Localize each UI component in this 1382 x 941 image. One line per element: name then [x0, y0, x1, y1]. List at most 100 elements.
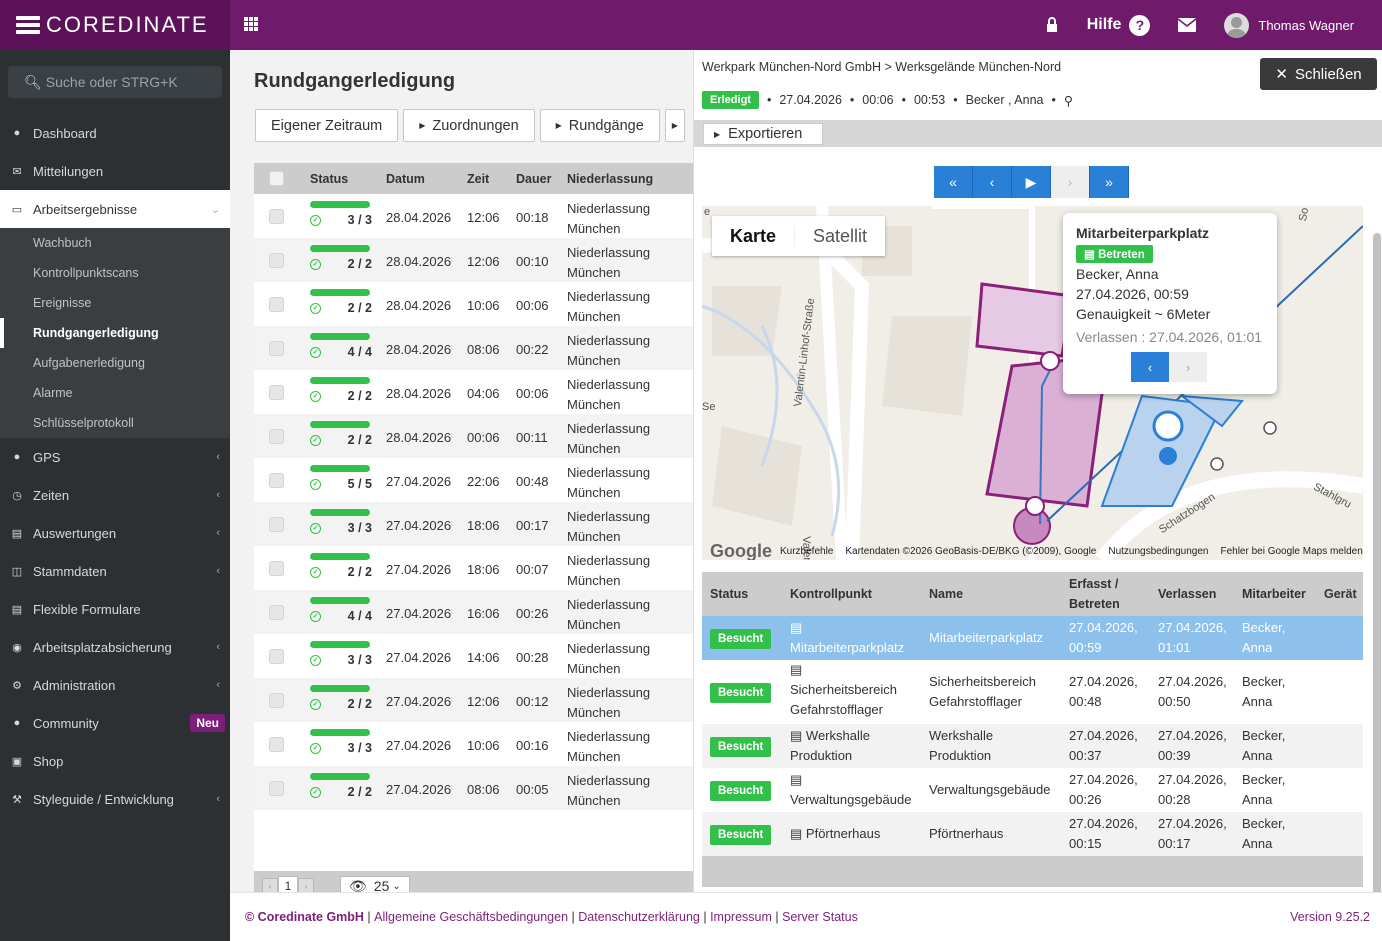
table-row[interactable]: Besucht ▤ Werkshalle Produktion Werkshalle… — [702, 724, 1363, 768]
sidebar-sub-alarme[interactable]: Alarme — [33, 386, 73, 400]
table-row[interactable]: Besucht ▤ Pförtnerhaus Pförtnerhaus 27.04.2… — [702, 812, 1363, 856]
sidebar-item-arbeitsergebnisse[interactable]: ▭ Arbeitsergebnisse ⌄ — [0, 190, 230, 228]
first-button[interactable]: « — [934, 166, 973, 198]
popup-next-button[interactable]: › — [1169, 352, 1207, 382]
column-header-betreten[interactable]: Betreten — [1069, 597, 1120, 611]
map-tab-satellit[interactable]: Satellit — [794, 225, 885, 247]
column-header-geraet[interactable]: Gerät — [1324, 587, 1357, 601]
map-pin-icon[interactable]: ⚲ — [1063, 93, 1074, 108]
scrollbar-thumb[interactable] — [1373, 233, 1381, 913]
table-row[interactable]: ✓ 2 / 2 27.04.2026 08:06 00:05 Niederlassung M… — [254, 766, 693, 810]
row-checkbox[interactable] — [269, 780, 284, 796]
sidebar-sub-ereignisse[interactable]: Ereignisse — [33, 296, 92, 310]
sidebar-item-styleguide[interactable]: ⚒ Styleguide / Entwicklung ‹ — [0, 780, 230, 818]
column-header-niederlassung[interactable]: Niederlassung — [567, 171, 654, 186]
column-header-status[interactable]: Status — [310, 171, 349, 186]
row-checkbox[interactable] — [269, 340, 284, 356]
next-button[interactable]: › — [1051, 166, 1090, 198]
sidebar-item-shop[interactable]: ▣ Shop — [0, 742, 230, 780]
lock-icon[interactable] — [1045, 17, 1059, 33]
column-header-datum[interactable]: Datum — [386, 171, 425, 186]
custom-range-button[interactable]: Eigener Zeitraum — [255, 109, 399, 142]
tours-button[interactable]: ▶ Rundgänge — [539, 109, 660, 142]
footer-link-agb[interactable]: Allgemeine Geschäftsbedingungen — [374, 910, 569, 924]
mail-icon[interactable] — [1178, 18, 1197, 32]
sidebar-item-zeiten[interactable]: ◷ Zeiten ‹ — [0, 476, 230, 514]
sidebar-item-auswertungen[interactable]: ▤ Auswertungen ‹ — [0, 514, 230, 552]
select-all-checkbox[interactable] — [269, 171, 284, 186]
table-row[interactable]: ✓ 2 / 2 27.04.2026 18:06 00:07 Niederlassung M… — [254, 546, 693, 590]
table-row[interactable]: ✓ 2 / 2 28.04.2026 04:06 00:06 Niederlassung M… — [254, 370, 693, 414]
sidebar-sub-aufgabenerledigung[interactable]: Aufgabenerledigung — [33, 356, 145, 370]
sidebar-sub-schluesselprotokoll[interactable]: Schlüsselprotokoll — [33, 416, 134, 430]
map-tab-karte[interactable]: Karte — [730, 225, 777, 246]
prev-button[interactable]: ‹ — [973, 166, 1012, 198]
page-size-select[interactable]: 👁︎ 25 ⌄ — [340, 876, 410, 896]
table-row[interactable]: ✓ 3 / 3 27.04.2026 14:06 00:28 Niederlassung M… — [254, 634, 693, 678]
table-row[interactable]: ✓ 2 / 2 28.04.2026 12:06 00:10 Niederlassung M… — [254, 238, 693, 282]
sidebar-item-formulare[interactable]: ▤ Flexible Formulare — [0, 590, 230, 628]
play-button[interactable]: ▶ — [1012, 166, 1051, 198]
brand-logo[interactable]: COREDINATE — [0, 0, 230, 50]
sidebar-sub-kontrollpunktscans[interactable]: Kontrollpunktscans — [33, 266, 139, 280]
column-header-dauer[interactable]: Dauer — [516, 171, 552, 186]
table-row[interactable]: ✓ 4 / 4 28.04.2026 08:06 00:22 Niederlassung M… — [254, 326, 693, 370]
row-checkbox[interactable] — [269, 692, 284, 708]
export-button[interactable]: ▶ Exportieren — [703, 123, 823, 145]
map-terms-link[interactable]: Nutzungsbedingungen — [1108, 545, 1209, 557]
row-checkbox[interactable] — [269, 648, 284, 664]
table-row[interactable]: ✓ 3 / 3 27.04.2026 18:06 00:17 Niederlassung M… — [254, 502, 693, 546]
row-checkbox[interactable] — [269, 516, 284, 532]
column-header-zeit[interactable]: Zeit — [467, 171, 490, 186]
row-checkbox[interactable] — [269, 560, 284, 576]
assignments-button[interactable]: ▶ Zuordnungen — [403, 109, 535, 142]
column-header-mitarbeiter[interactable]: Mitarbeiter — [1242, 587, 1306, 601]
column-header-kontrollpunkt[interactable]: Kontrollpunkt — [790, 587, 872, 601]
table-row[interactable]: ✓ 2 / 2 28.04.2026 10:06 00:06 Niederlassung M… — [254, 282, 693, 326]
table-row[interactable]: ✓ 4 / 4 27.04.2026 16:06 00:26 Niederlassung M… — [254, 590, 693, 634]
more-button[interactable]: ▶ — [664, 109, 685, 142]
column-header-erfasst[interactable]: Erfasst / — [1069, 577, 1119, 591]
table-row[interactable]: ✓ 2 / 2 28.04.2026 00:06 00:11 Niederlassung M… — [254, 414, 693, 458]
map-shortcuts-link[interactable]: Kurzbefehle — [780, 545, 834, 557]
footer-link-datenschutz[interactable]: Datenschutzerklärung — [578, 910, 700, 924]
search-input[interactable]: 🔍︎ Suche oder STRG+K — [8, 66, 222, 98]
sidebar-item-mitteilungen[interactable]: ✉ Mitteilungen — [0, 152, 230, 190]
sidebar-item-arbeitsplatzabsicherung[interactable]: ◉ Arbeitsplatzabsicherung ‹ — [0, 628, 230, 666]
table-row[interactable]: Besucht ▤ Sicherheitsbereich Gefahrstoffla… — [702, 660, 1363, 724]
row-checkbox[interactable] — [269, 736, 284, 752]
map-view[interactable]: Valentin-Linhof-Straße Schatzbogen Stahl… — [702, 206, 1363, 560]
scrollbar[interactable] — [1372, 215, 1382, 915]
table-row[interactable]: Besucht ▤ Mitarbeiterparkplatz Mitarbeiterp… — [702, 616, 1363, 660]
sidebar-sub-wachbuch[interactable]: Wachbuch — [33, 236, 92, 250]
menu-toggle-icon[interactable] — [16, 16, 40, 34]
column-header-name[interactable]: Name — [929, 587, 964, 601]
user-menu[interactable]: Thomas Wagner — [1224, 12, 1354, 38]
sidebar-item-stammdaten[interactable]: ◫ Stammdaten ‹ — [0, 552, 230, 590]
row-checkbox[interactable] — [269, 296, 284, 312]
popup-prev-button[interactable]: ‹ — [1131, 352, 1169, 382]
current-page[interactable]: 1 — [278, 876, 298, 896]
table-row[interactable]: ✓ 3 / 3 27.04.2026 10:06 00:16 Niederlassung M… — [254, 722, 693, 766]
apps-grid-icon[interactable] — [244, 17, 258, 31]
sidebar-item-administration[interactable]: ⚙ Administration ‹ — [0, 666, 230, 704]
map-report-link[interactable]: Fehler bei Google Maps melden — [1220, 545, 1363, 557]
row-checkbox[interactable] — [269, 252, 284, 268]
close-button[interactable]: ✕ Schließen — [1260, 58, 1377, 90]
sidebar-item-gps[interactable]: ● GPS ‹ — [0, 438, 230, 476]
table-row[interactable]: ✓ 5 / 5 27.04.2026 22:06 00:48 Niederlassung M… — [254, 458, 693, 502]
sidebar-sub-rundgangerledigung[interactable]: Rundgangerledigung — [0, 318, 230, 348]
row-checkbox[interactable] — [269, 384, 284, 400]
column-header-verlassen[interactable]: Verlassen — [1158, 587, 1217, 601]
last-button[interactable]: » — [1090, 166, 1129, 198]
table-row[interactable]: Besucht ▤ Verwaltungsgebäude Verwaltungsgeb… — [702, 768, 1363, 812]
row-checkbox[interactable] — [269, 604, 284, 620]
footer-link-status[interactable]: Server Status — [782, 910, 858, 924]
column-header-status[interactable]: Status — [710, 587, 749, 601]
sidebar-item-community[interactable]: ● Community Neu — [0, 704, 230, 742]
footer-link-impressum[interactable]: Impressum — [710, 910, 772, 924]
sidebar-item-dashboard[interactable]: ● Dashboard — [0, 114, 230, 152]
row-checkbox[interactable] — [269, 472, 284, 488]
table-row[interactable]: ✓ 2 / 2 27.04.2026 12:06 00:12 Niederlassung M… — [254, 678, 693, 722]
row-checkbox[interactable] — [269, 428, 284, 444]
